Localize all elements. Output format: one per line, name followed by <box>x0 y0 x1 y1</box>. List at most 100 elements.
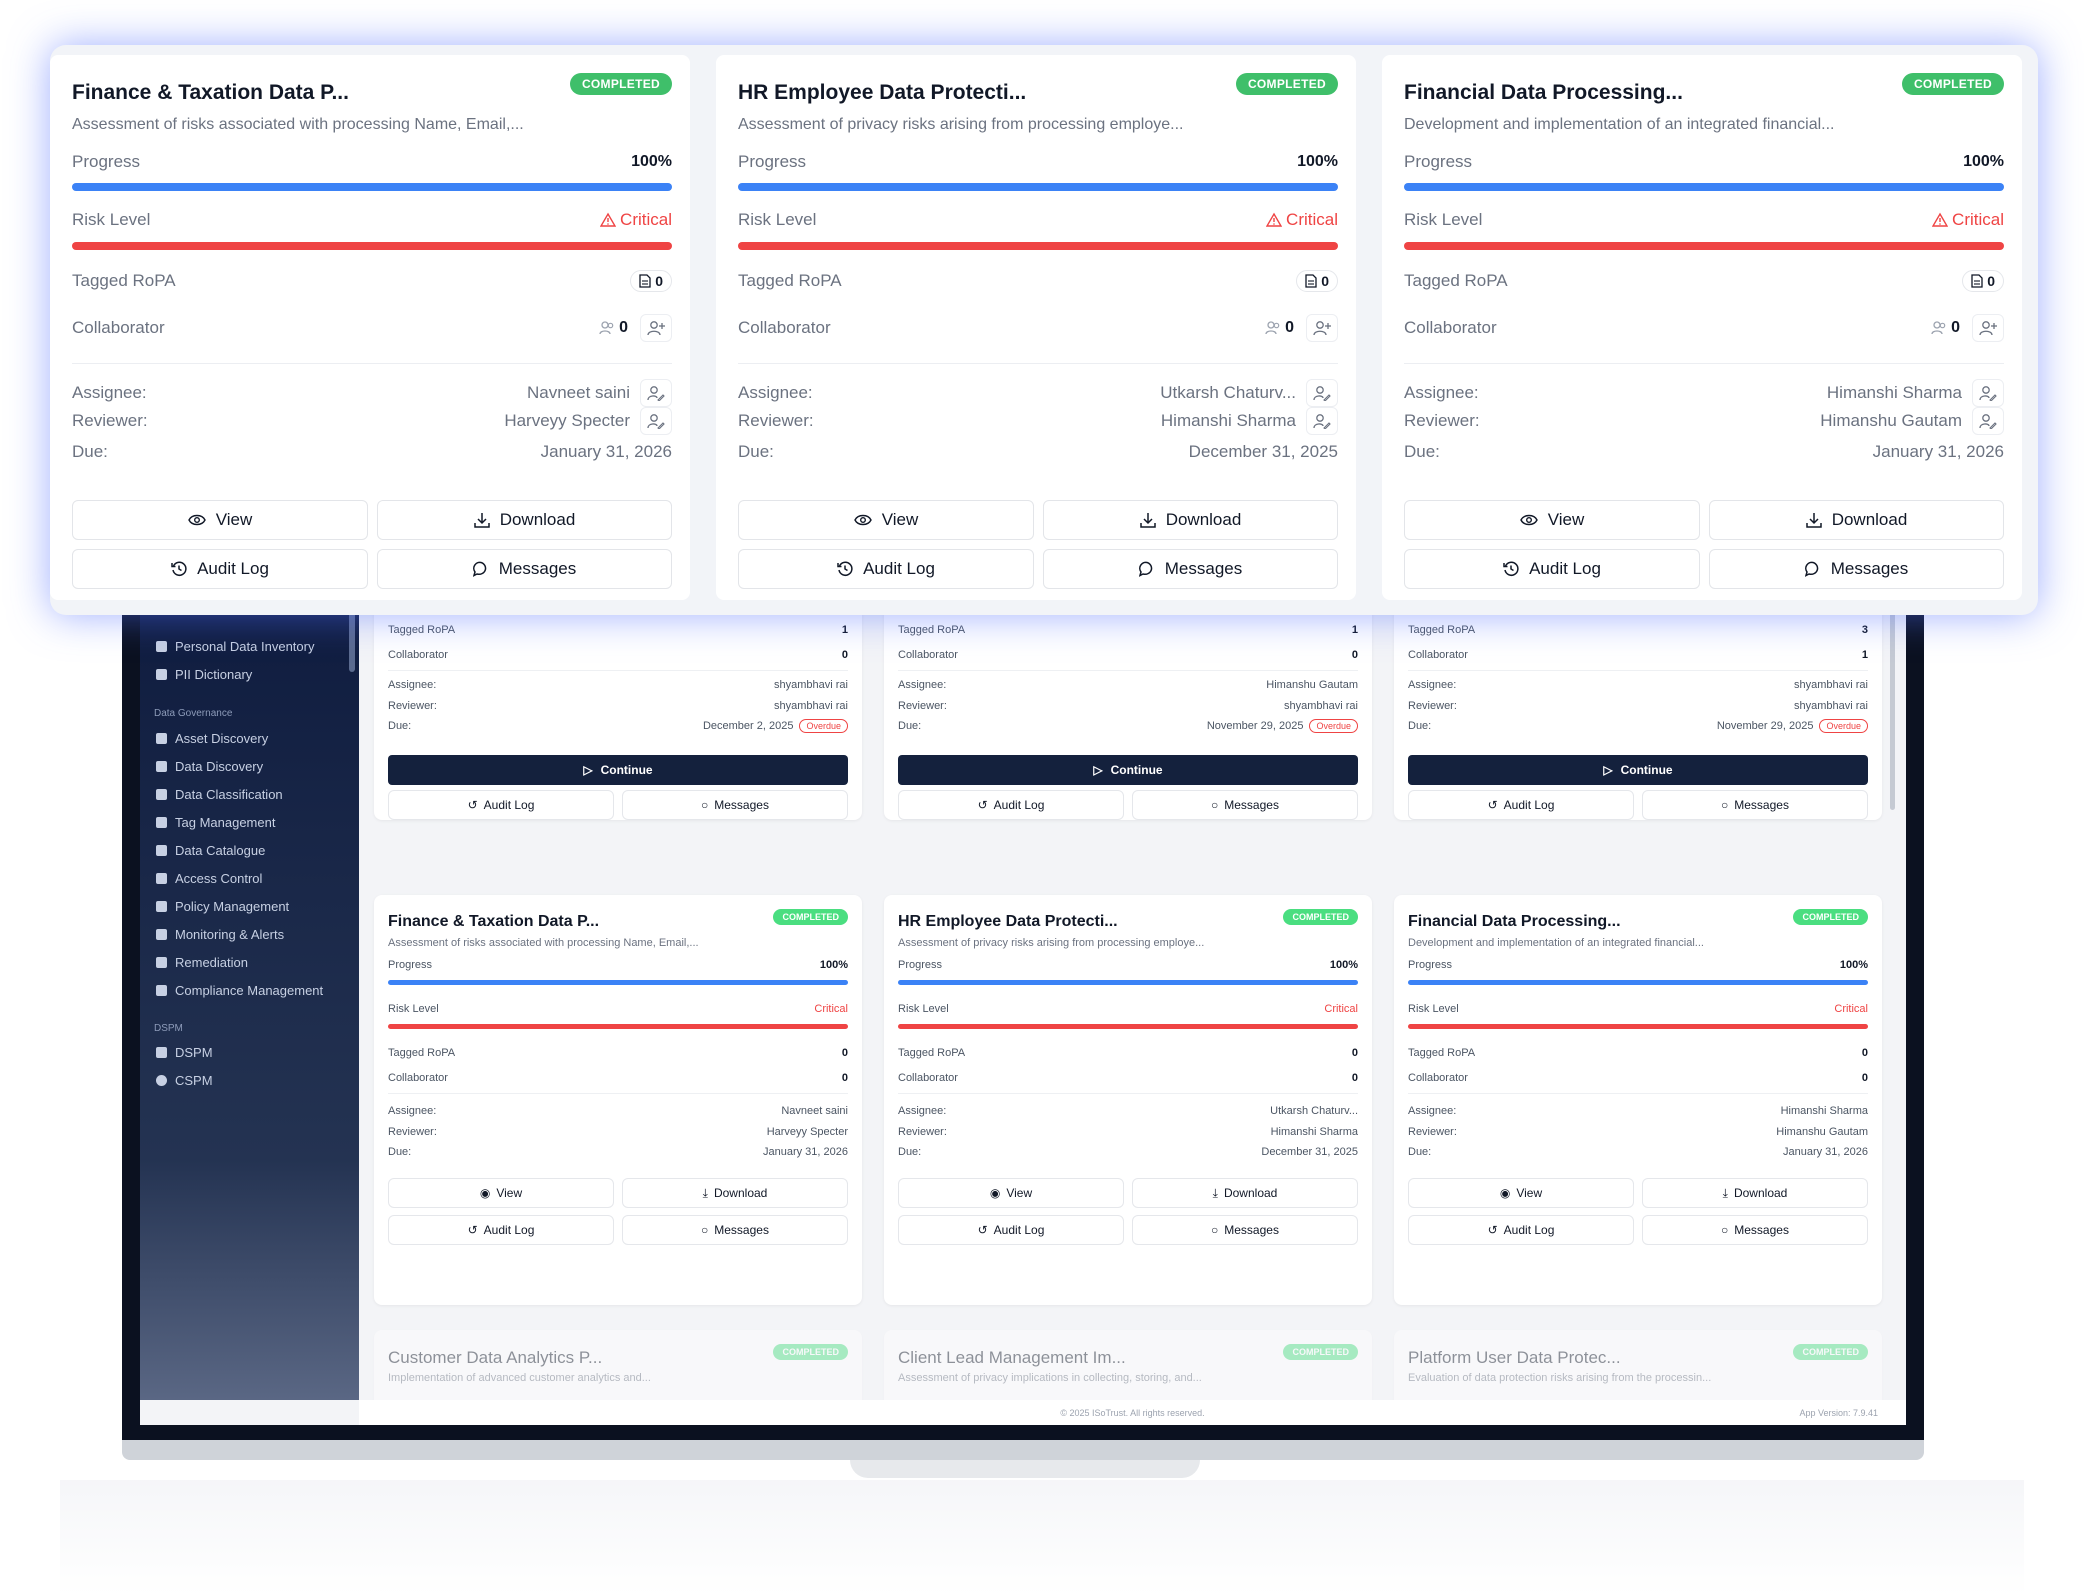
sidebar-item-personal-data-inventory[interactable]: Personal Data Inventory <box>156 636 314 656</box>
messages-button[interactable]: Messages <box>377 549 672 589</box>
view-button[interactable]: ◉ View <box>898 1178 1124 1208</box>
add-collaborator-button[interactable] <box>640 314 672 342</box>
status-badge: COMPLETED <box>569 73 672 95</box>
audit-log-button[interactable]: ↺ Audit Log <box>1408 1215 1634 1245</box>
document-icon <box>1971 274 1983 288</box>
continue-button[interactable]: ▷ Continue <box>1408 755 1868 785</box>
download-button[interactable]: Download <box>377 500 672 540</box>
continue-button[interactable]: ▷ Continue <box>388 755 848 785</box>
progress-bar <box>1404 183 2004 191</box>
change-reviewer-button[interactable] <box>640 407 672 435</box>
messages-button[interactable]: Messages <box>1709 549 2004 589</box>
sidebar-item-access-control[interactable]: Access Control <box>156 868 262 888</box>
download-icon: ⤓ <box>1212 1185 1218 1200</box>
chat-icon: ○ <box>1211 798 1219 812</box>
history-icon: ↺ <box>977 1223 988 1237</box>
download-button[interactable]: Download <box>1043 500 1338 540</box>
messages-button[interactable]: ○ Messages <box>1132 790 1358 820</box>
add-collaborator-button[interactable] <box>1306 314 1338 342</box>
continue-button[interactable]: ▷ Continue <box>898 755 1358 785</box>
download-icon <box>473 513 490 528</box>
play-icon: ▷ <box>583 763 593 777</box>
audit-log-button[interactable]: Audit Log <box>738 549 1034 589</box>
collaborator-row: Collaborator 0 <box>898 649 1358 661</box>
content-scrollbar[interactable] <box>1890 610 1895 810</box>
chat-icon: ○ <box>1721 1223 1729 1237</box>
assessment-card-mini: Tagged RoPA 3 Collaborator 1 Assignee: shya… <box>1394 600 1882 820</box>
view-button[interactable]: View <box>738 500 1034 540</box>
chat-icon: ○ <box>1211 1223 1219 1237</box>
audit-log-button[interactable]: Audit Log <box>1404 549 1700 589</box>
progress-bar <box>72 183 672 191</box>
chat-icon <box>472 561 487 577</box>
card-title: Finance & Taxation Data P... <box>388 913 600 930</box>
ropa-count-pill[interactable]: 0 <box>630 270 672 292</box>
card-description: Assessment of risks associated with proc… <box>388 937 699 949</box>
status-badge: COMPLETED <box>1901 73 2004 95</box>
sidebar-item-remediation[interactable]: Remediation <box>156 952 248 972</box>
messages-button[interactable]: ○ Messages <box>1642 790 1868 820</box>
messages-button[interactable]: ○ Messages <box>1642 1215 1868 1245</box>
user-edit-icon <box>1313 414 1331 429</box>
view-button[interactable]: ◉ View <box>388 1178 614 1208</box>
change-assignee-button[interactable] <box>640 379 672 407</box>
ropa-count-pill[interactable]: 0 <box>1962 270 2004 292</box>
audit-log-button[interactable]: ↺ Audit Log <box>1408 790 1634 820</box>
card-description: Development and implementation of an int… <box>1404 116 1835 133</box>
sidebar-item-monitoring-alerts[interactable]: Monitoring & Alerts <box>156 924 284 944</box>
sidebar-item-compliance-management[interactable]: Compliance Management <box>156 980 323 1000</box>
add-collaborator-button[interactable] <box>1972 314 2004 342</box>
sidebar-item-data-catalogue[interactable]: Data Catalogue <box>156 840 265 860</box>
change-assignee-button[interactable] <box>1306 379 1338 407</box>
due-date: December 31, 2025 <box>1188 442 1338 461</box>
sidebar-item-asset-discovery[interactable]: Asset Discovery <box>156 728 268 748</box>
sidebar-item-policy-management[interactable]: Policy Management <box>156 896 289 916</box>
sidebar-item-cspm[interactable]: CSPM <box>156 1070 213 1090</box>
assessment-card: Financial Data Processing... COMPLETED D… <box>1382 55 2022 600</box>
audit-log-button[interactable]: ↺ Audit Log <box>898 790 1124 820</box>
sidebar-item-pii-dictionary[interactable]: PII Dictionary <box>156 664 252 684</box>
audit-log-button[interactable]: ↺ Audit Log <box>388 1215 614 1245</box>
audit-log-button[interactable]: ↺ Audit Log <box>898 1215 1124 1245</box>
collaborator-row: Collaborator 1 <box>1408 649 1868 661</box>
download-button[interactable]: ⤓ Download <box>1642 1178 1868 1208</box>
reviewer-name: Himanshi Sharma <box>1160 411 1296 430</box>
download-icon <box>1805 513 1822 528</box>
laptop-notch <box>850 1460 1200 1478</box>
messages-button[interactable]: ○ Messages <box>622 1215 848 1245</box>
change-reviewer-button[interactable] <box>1972 407 2004 435</box>
sidebar-item-tag-management[interactable]: Tag Management <box>156 812 275 832</box>
users-icon <box>1931 321 1946 335</box>
sidebar-item-dspm[interactable]: DSPM <box>156 1042 213 1062</box>
sidebar-scrollbar[interactable] <box>349 612 355 672</box>
checkbox-icon <box>156 760 167 772</box>
download-button[interactable]: ⤓ Download <box>622 1178 848 1208</box>
download-button[interactable]: Download <box>1709 500 2004 540</box>
history-icon: ↺ <box>1487 798 1498 812</box>
messages-button[interactable]: ○ Messages <box>1132 1215 1358 1245</box>
view-button[interactable]: View <box>72 500 368 540</box>
sidebar-item-data-discovery[interactable]: Data Discovery <box>156 756 263 776</box>
divider <box>898 1093 1358 1094</box>
messages-button[interactable]: ○ Messages <box>622 790 848 820</box>
eye-icon: ◉ <box>989 1186 1001 1200</box>
view-button[interactable]: View <box>1404 500 1700 540</box>
card-description: Development and implementation of an int… <box>1408 937 1704 949</box>
document-icon <box>639 274 651 288</box>
risk-value: Critical <box>1952 210 2004 229</box>
audit-log-button[interactable]: ↺ Audit Log <box>388 790 614 820</box>
change-assignee-button[interactable] <box>1972 379 2004 407</box>
sidebar-item-data-classification[interactable]: Data Classification <box>156 784 283 804</box>
ropa-count-pill[interactable]: 0 <box>1296 270 1338 292</box>
change-reviewer-button[interactable] <box>1306 407 1338 435</box>
reviewer-row: Reviewer: Harveyy Specter <box>72 407 672 435</box>
laptop-screen: Personal Data Inventory PII Dictionary D… <box>140 600 1906 1425</box>
view-button[interactable]: ◉ View <box>1408 1178 1634 1208</box>
audit-log-button[interactable]: Audit Log <box>72 549 368 589</box>
progress-bar <box>898 980 1358 985</box>
download-button[interactable]: ⤓ Download <box>1132 1178 1358 1208</box>
assignee-row: Assignee: shyambhavi rai <box>1408 679 1868 691</box>
messages-button[interactable]: Messages <box>1043 549 1338 589</box>
risk-row: Risk Level Critical <box>898 1003 1358 1015</box>
sidebar: Personal Data Inventory PII Dictionary D… <box>140 600 359 1400</box>
